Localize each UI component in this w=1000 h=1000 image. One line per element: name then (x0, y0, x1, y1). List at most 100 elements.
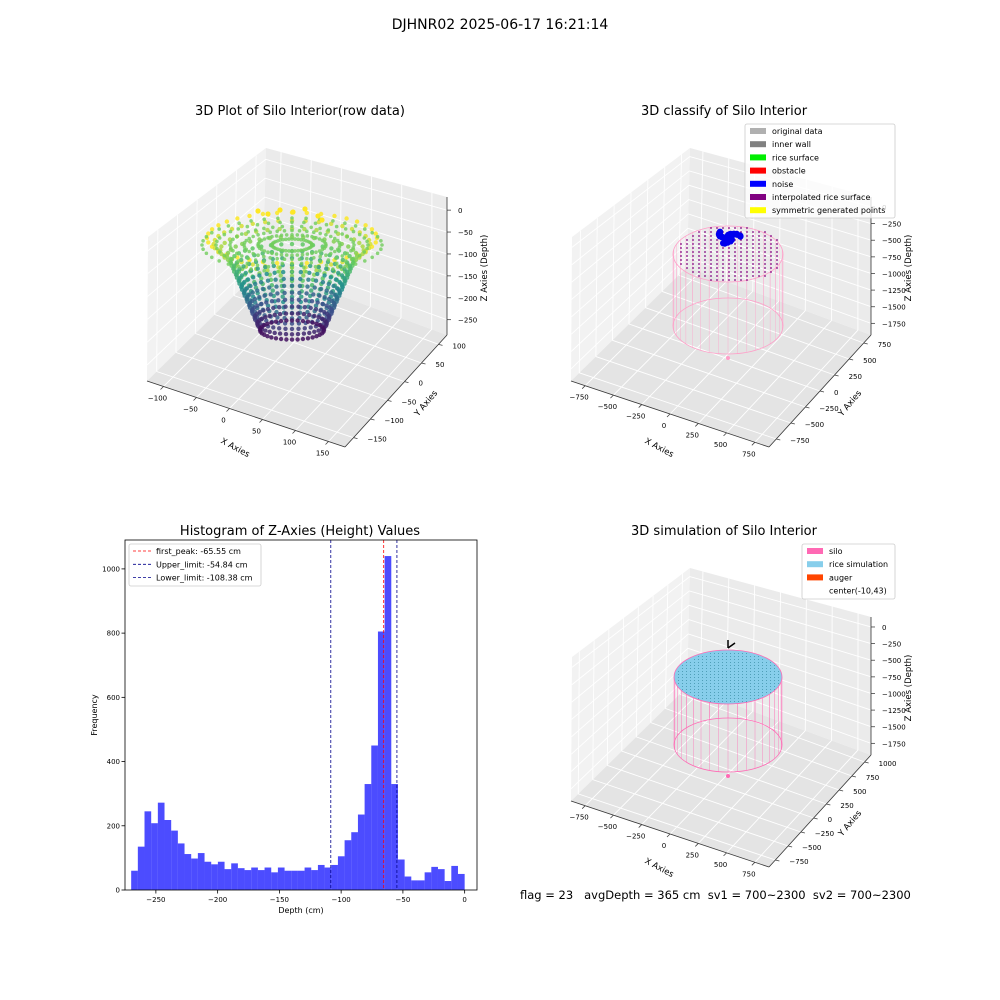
y-tick-label: 800 (107, 630, 120, 638)
data-point (702, 692, 703, 693)
y-axis-label: Frequency (90, 694, 99, 736)
grid-line (295, 317, 402, 431)
data-point (690, 665, 691, 666)
data-point (235, 216, 240, 221)
panel1-title: 3D Plot of Silo Interior(row data) (195, 104, 405, 119)
data-point (305, 229, 309, 234)
data-point (730, 659, 731, 660)
data-point (351, 246, 356, 250)
y-tick-label: −100 (385, 417, 404, 425)
silo-top (673, 649, 783, 705)
data-point (706, 680, 707, 681)
data-point (232, 254, 237, 259)
figure-title: DJHNR02 2025-06-17 16:21:14 (391, 17, 609, 33)
data-point (734, 695, 735, 696)
data-point (247, 213, 252, 219)
data-point (740, 247, 742, 249)
histogram-bar (391, 784, 398, 890)
z-tick-label: −1250 (882, 707, 906, 715)
data-point (278, 220, 282, 225)
data-point (774, 686, 775, 687)
data-point (302, 206, 308, 212)
data-point (347, 263, 352, 268)
data-point (283, 326, 288, 331)
data-point (730, 692, 731, 693)
x-tick-label: 750 (742, 450, 755, 458)
data-point (742, 680, 743, 681)
data-point (746, 668, 747, 669)
data-point (746, 689, 747, 690)
data-point (326, 228, 331, 232)
data-point (758, 271, 760, 273)
histogram-bar (291, 870, 298, 890)
data-point (752, 271, 754, 273)
data-point (750, 668, 751, 669)
data-point (770, 251, 772, 253)
data-point (289, 321, 295, 326)
histogram-bar (424, 872, 432, 890)
data-point (726, 662, 727, 663)
data-point (740, 259, 742, 261)
data-point (754, 659, 755, 660)
data-point (770, 683, 771, 684)
data-point (698, 656, 699, 657)
data-point (754, 698, 755, 699)
data-point (710, 689, 711, 690)
data-point (277, 326, 282, 331)
data-point (686, 680, 687, 681)
y-tick (421, 362, 426, 365)
data-point (718, 656, 719, 657)
data-point (714, 653, 715, 654)
data-point (302, 220, 306, 225)
x-tick-label: 0 (662, 842, 666, 850)
data-point (770, 243, 772, 245)
y-tick-label: −500 (802, 844, 821, 852)
panel4-legend: silo rice simulation auger center(-10,43) (801, 543, 896, 600)
data-point (686, 239, 688, 241)
data-point (746, 271, 748, 273)
data-point (289, 290, 295, 295)
data-point (373, 240, 378, 245)
data-point (746, 659, 747, 660)
silo-cone-tip (726, 774, 730, 778)
histogram-bar (171, 830, 178, 890)
y-tick (849, 358, 854, 361)
data-point (682, 677, 683, 678)
data-point (710, 671, 711, 672)
data-point (263, 264, 268, 270)
data-point (776, 255, 778, 257)
data-point (778, 680, 779, 681)
data-point (698, 275, 700, 277)
data-point (283, 311, 289, 316)
data-point (734, 677, 735, 678)
histogram-bar (264, 867, 272, 890)
x-axis-line (570, 800, 770, 868)
data-point (363, 223, 368, 228)
legend-label: Lower_limit: -108.38 cm (156, 574, 253, 583)
grid-line (661, 167, 666, 292)
data-point (746, 243, 748, 245)
data-point (734, 698, 735, 699)
data-point (752, 231, 754, 233)
data-point (694, 665, 695, 666)
interpolated-rice-surface (680, 227, 778, 281)
data-point (722, 227, 724, 229)
data-point (326, 300, 331, 305)
data-point (698, 659, 699, 660)
data-point (770, 247, 772, 249)
data-point (289, 297, 295, 302)
data-point (253, 228, 258, 232)
grid-line (195, 333, 388, 401)
data-point (329, 221, 334, 226)
data-point (734, 659, 735, 660)
data-point (320, 280, 326, 285)
data-point (728, 267, 730, 269)
data-point (279, 242, 284, 247)
data-point (742, 692, 743, 693)
z-axis-label: Z Axies (Depth) (480, 235, 490, 302)
data-point (284, 233, 289, 237)
data-point (296, 326, 301, 331)
data-point (770, 255, 772, 257)
x-tick (666, 413, 671, 418)
x-axis-label: Depth (cm) (278, 906, 323, 915)
